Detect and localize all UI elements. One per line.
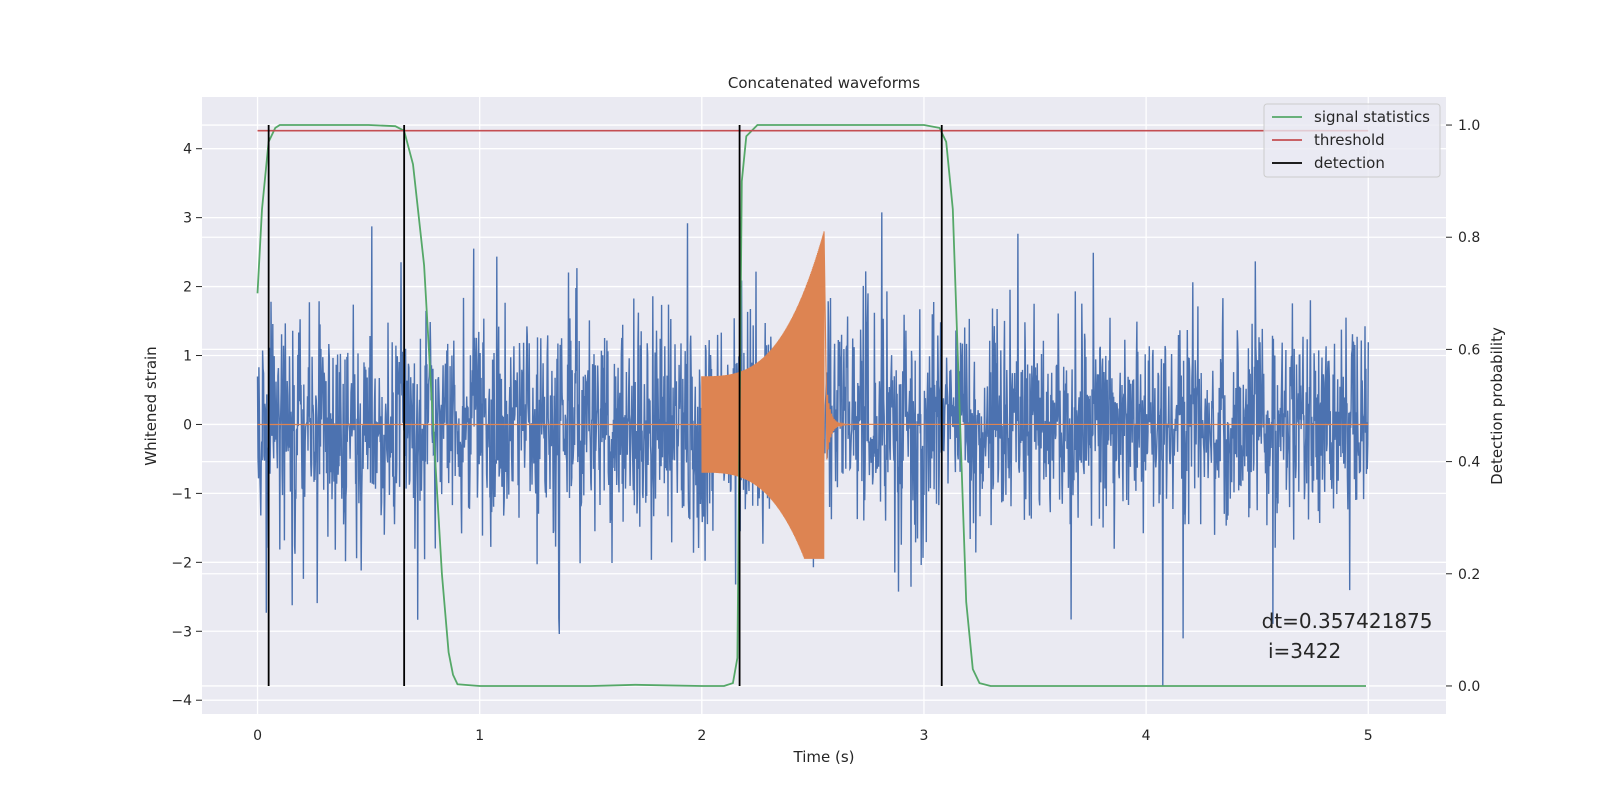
x-tick-label: 5 — [1364, 728, 1373, 744]
x-tick-label: 2 — [697, 728, 706, 744]
signal-statistics-series — [256, 124, 1366, 687]
legend-label-threshold: threshold — [1314, 131, 1385, 149]
y-tick-label: 2 — [183, 280, 192, 296]
detection-series — [267, 125, 943, 686]
y2-tick-label: 1.0 — [1458, 118, 1480, 134]
y-tick-label: −1 — [171, 486, 192, 502]
legend-label-detection: detection — [1314, 154, 1385, 172]
legend-label-signal-statistics: signal statistics — [1314, 108, 1430, 126]
y-tick-label: −4 — [171, 693, 192, 709]
y2-tick-label: 0.8 — [1458, 230, 1480, 246]
x-tick-label: 1 — [475, 728, 484, 744]
x-axis-label: Time (s) — [793, 748, 855, 766]
chart-title: Concatenated waveforms — [728, 74, 920, 92]
legend-box — [1263, 103, 1441, 178]
annotation-dt: dt=0.357421875 — [1262, 609, 1433, 633]
y2-tick-label: 0.4 — [1458, 455, 1480, 471]
y2-ticks: 0.0 0.2 0.4 0.6 0.8 1.0 — [1446, 118, 1480, 695]
x-tick-label: 3 — [920, 728, 929, 744]
plot-content — [256, 124, 1369, 687]
x-ticks: 0 1 2 3 4 5 — [253, 728, 1373, 744]
y2-axis-label: Detection probability — [1488, 327, 1506, 485]
x-tick-label: 0 — [253, 728, 262, 744]
y-tick-label: −3 — [171, 624, 192, 640]
y-tick-label: 0 — [183, 417, 192, 433]
y2-tick-label: 0.2 — [1458, 567, 1480, 583]
y-ticks: −4 −3 −2 −1 0 1 2 3 4 — [171, 142, 202, 709]
y-tick-label: 1 — [183, 349, 192, 365]
legend: signal statistics threshold detection — [1263, 103, 1441, 178]
annotation-i: i=3422 — [1262, 639, 1342, 663]
y-tick-label: 3 — [183, 211, 192, 227]
y2-tick-label: 0.6 — [1458, 342, 1480, 358]
y-tick-label: −2 — [171, 555, 192, 571]
y-axis-label: Whitened strain — [142, 346, 160, 465]
injected-signal-series — [257, 231, 1369, 559]
y-tick-label: 4 — [183, 142, 192, 158]
y2-tick-label: 0.0 — [1458, 679, 1480, 695]
x-tick-label: 4 — [1142, 728, 1151, 744]
